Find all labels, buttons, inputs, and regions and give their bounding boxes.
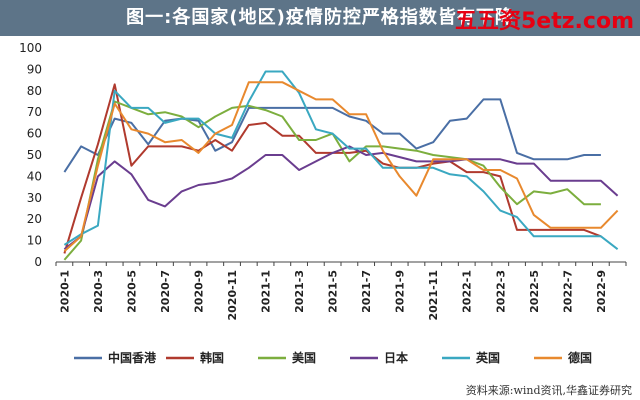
chart-series-lines bbox=[63, 70, 619, 261]
x-tick-label: 2022-1 bbox=[461, 270, 474, 313]
chart-axes: 0 10 20 30 40 50 60 70 80 90 100 2020-1 2020-3 2020-5… bbox=[19, 41, 627, 321]
y-tick-label: 0 bbox=[34, 255, 42, 269]
series-line-3 bbox=[63, 145, 619, 250]
x-tick-label: 2020-5 bbox=[125, 270, 138, 313]
series-line-2 bbox=[63, 100, 601, 261]
y-tick-label: 20 bbox=[27, 212, 42, 226]
x-tick-label: 2022-7 bbox=[561, 270, 574, 313]
series-line-5 bbox=[63, 81, 619, 253]
y-tick-label: 100 bbox=[19, 41, 42, 55]
y-tick-label: 80 bbox=[27, 84, 42, 98]
series-line-1 bbox=[63, 83, 602, 254]
x-tick-label: 2021-5 bbox=[327, 270, 340, 313]
x-tick-label: 2022-9 bbox=[595, 270, 608, 313]
legend-label: 美国 bbox=[292, 350, 316, 365]
y-tick-label: 50 bbox=[27, 148, 42, 162]
x-tick-label: 2020-7 bbox=[159, 270, 172, 313]
y-tick-label: 30 bbox=[27, 191, 42, 205]
x-tick-label: 2020-11 bbox=[226, 270, 239, 321]
source-note: 资料来源:wind资讯,华鑫证券研究 bbox=[465, 384, 632, 397]
series-line-4 bbox=[63, 70, 619, 250]
x-tick-label: 2020-9 bbox=[193, 270, 206, 313]
y-tick-label: 40 bbox=[27, 169, 42, 183]
x-tick-label: 2021-11 bbox=[427, 270, 440, 321]
x-tick-label: 2020-1 bbox=[58, 270, 71, 313]
x-tick-label: 2021-9 bbox=[394, 270, 407, 313]
series-line-0 bbox=[63, 98, 601, 173]
y-tick-label: 60 bbox=[27, 127, 42, 141]
legend-label: 英国 bbox=[476, 350, 500, 365]
y-tick-label: 10 bbox=[27, 234, 42, 248]
legend-label: 韩国 bbox=[200, 350, 224, 365]
x-tick-label: 2021-1 bbox=[260, 270, 273, 313]
chart-legend: 中国香港 韩国 美国 日本 英国 德国 bbox=[74, 350, 592, 365]
watermark-logo: 五五资5etz.com bbox=[455, 9, 634, 34]
legend-label: 日本 bbox=[384, 350, 408, 365]
legend-label: 中国香港 bbox=[108, 350, 157, 365]
x-tick-label: 2022-5 bbox=[528, 270, 541, 313]
legend-label: 德国 bbox=[568, 350, 592, 365]
y-tick-label: 70 bbox=[27, 105, 42, 119]
x-tick-label: 2021-7 bbox=[360, 270, 373, 313]
x-tick-label: 2020-3 bbox=[92, 270, 105, 313]
y-tick-label: 90 bbox=[27, 62, 42, 76]
x-tick-label: 2021-3 bbox=[293, 270, 306, 313]
x-tick-label: 2022-3 bbox=[494, 270, 507, 313]
chart-title: 图一:各国家(地区)疫情防控严格指数皆有下降 bbox=[0, 0, 640, 36]
